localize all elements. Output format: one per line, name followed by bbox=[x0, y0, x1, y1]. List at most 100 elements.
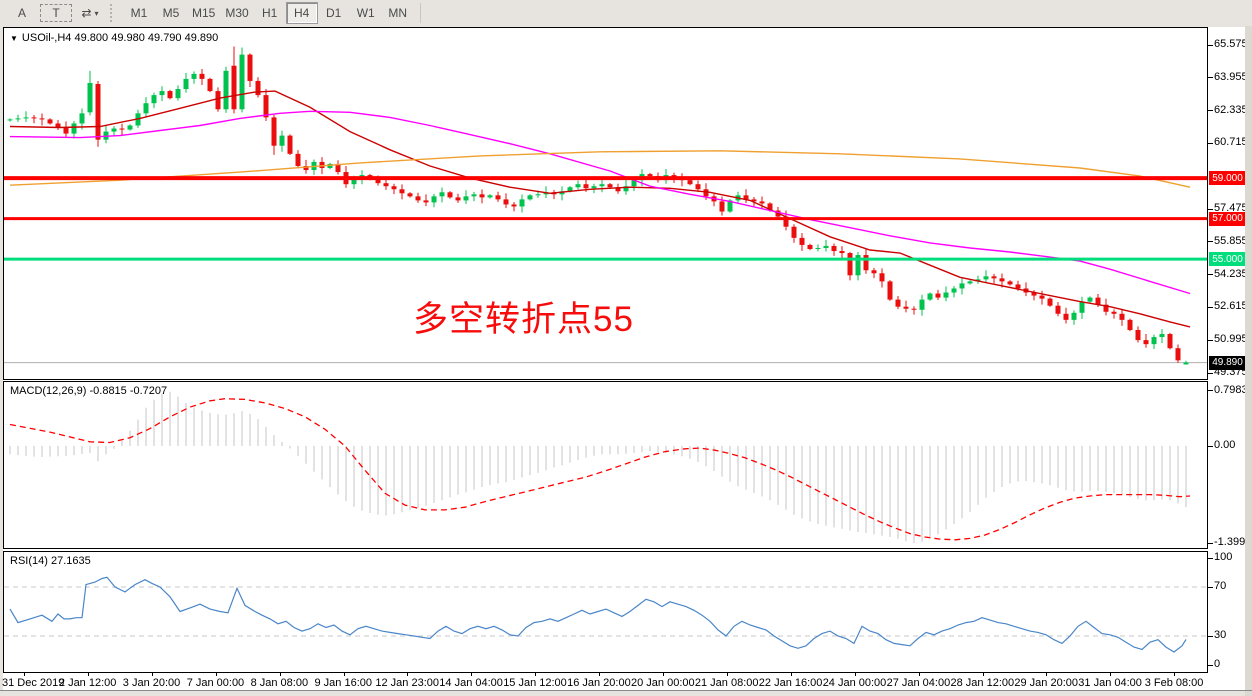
dropdown-caret-icon[interactable]: ▾ bbox=[94, 8, 99, 18]
price-tick-57.475: 57.475 bbox=[1214, 202, 1248, 214]
rsi-tick-0-tick bbox=[1208, 664, 1213, 666]
time-tick-15 bbox=[982, 673, 984, 676]
time-tick-12 bbox=[790, 673, 792, 676]
font-tool-button[interactable]: A bbox=[17, 6, 26, 20]
time-tick-8 bbox=[535, 673, 537, 676]
timeframe-m5-button[interactable]: M5 bbox=[162, 6, 180, 20]
price-tick-49.375-tick bbox=[1208, 372, 1213, 374]
timeframe-m15-button[interactable]: M15 bbox=[192, 6, 216, 20]
time-tick-5 bbox=[343, 673, 345, 676]
price-tick-60.715-tick bbox=[1208, 142, 1213, 144]
current-price-badge: 49.890 bbox=[1209, 355, 1246, 370]
time-tick-13 bbox=[854, 673, 856, 676]
time-label-10: 20 Jan 00:00 bbox=[631, 677, 695, 689]
price-tick-52.615: 52.615 bbox=[1214, 300, 1248, 313]
time-tick-1 bbox=[87, 673, 89, 676]
price-tick-55.855-tick bbox=[1208, 241, 1213, 243]
rsi-label: RSI(14) 27.1635 bbox=[10, 555, 91, 567]
time-tick-9 bbox=[599, 673, 601, 676]
time-tick-18 bbox=[1174, 673, 1176, 676]
level-badge-59.000: 59.000 bbox=[1209, 171, 1246, 186]
macd-tick-0.7983-tick bbox=[1208, 390, 1213, 392]
time-label-15: 28 Jan 12:00 bbox=[950, 677, 1015, 689]
rsi-tick-70: 70 bbox=[1214, 580, 1227, 593]
time-label-3: 7 Jan 00:00 bbox=[186, 677, 245, 689]
macd-tick-0.7983: 0.7983 bbox=[1214, 383, 1248, 396]
ohlc-values: 49.800 49.980 49.790 49.890 bbox=[74, 32, 219, 44]
chart-annotation-text[interactable]: 多空转折点55 bbox=[413, 300, 634, 339]
time-tick-6 bbox=[407, 673, 409, 676]
timeframe-m1-button[interactable]: M1 bbox=[130, 6, 148, 20]
time-tick-10 bbox=[663, 673, 664, 676]
price-chart-canvas[interactable] bbox=[3, 27, 1208, 380]
timeframe-buttons: M1 M5 M15 M30 H1 H4 D1 W1 MN bbox=[123, 2, 414, 24]
toolbar-tools: A T ⇄ ▾ bbox=[6, 2, 106, 24]
collapse-arrow-icon[interactable]: ▼ bbox=[10, 34, 18, 43]
time-label-1: 2 Jan 12:00 bbox=[58, 677, 117, 689]
price-tick-65.575: 65.575 bbox=[1214, 38, 1248, 50]
time-label-2: 3 Jan 20:00 bbox=[122, 677, 181, 689]
timeframe-h4-button[interactable]: H4 bbox=[285, 2, 318, 24]
macd-tick-0.00: 0.00 bbox=[1214, 439, 1236, 451]
level-badge-57.000: 57.000 bbox=[1209, 211, 1246, 226]
price-tick-52.615-tick bbox=[1208, 306, 1213, 308]
level-badge-55.000: 55.000 bbox=[1209, 252, 1246, 267]
timeframe-mn-button[interactable]: MN bbox=[388, 6, 408, 20]
time-label-14: 27 Jan 04:00 bbox=[886, 677, 951, 689]
time-tick-2 bbox=[151, 673, 153, 676]
toolbar-grip[interactable] bbox=[110, 4, 117, 22]
price-tick-55.855: 55.855 bbox=[1214, 234, 1248, 247]
time-label-7: 14 Jan 04:00 bbox=[439, 677, 503, 689]
time-label-13: 24 Jan 00:00 bbox=[822, 677, 887, 689]
time-label-9: 16 Jan 20:00 bbox=[567, 677, 631, 689]
rsi-tick-100: 100 bbox=[1214, 551, 1233, 563]
price-tick-60.715: 60.715 bbox=[1214, 136, 1248, 149]
rsi-tick-30-tick bbox=[1208, 635, 1213, 637]
time-label-4: 8 Jan 08:00 bbox=[250, 677, 309, 689]
macd-panel-canvas[interactable] bbox=[3, 381, 1208, 549]
price-tick-63.955-tick bbox=[1208, 77, 1213, 79]
toolbar-separator bbox=[419, 3, 421, 23]
macd-tick--1.3996: -1.3996 bbox=[1214, 536, 1252, 549]
time-label-12: 22 Jan 16:00 bbox=[758, 677, 823, 689]
time-tick-3 bbox=[215, 673, 217, 676]
timeframe-d1-button[interactable]: D1 bbox=[326, 6, 342, 20]
cursor-tool-button[interactable]: ⇄ ▾ bbox=[81, 6, 99, 20]
time-label-18: 3 Feb 08:00 bbox=[1144, 677, 1204, 689]
rsi-tick-0: 0 bbox=[1214, 658, 1221, 670]
time-label-0: 31 Dec 2019 bbox=[2, 677, 65, 689]
rsi-values: 27.1635 bbox=[50, 555, 91, 567]
time-label-5: 9 Jan 16:00 bbox=[314, 677, 373, 689]
rsi-panel-canvas[interactable] bbox=[3, 551, 1208, 673]
time-label-8: 15 Jan 12:00 bbox=[503, 677, 567, 689]
macd-label: MACD(12,26,9) -0.8815 -0.7207 bbox=[10, 385, 168, 397]
time-tick-7 bbox=[471, 673, 473, 676]
toolbar: A T ⇄ ▾ M1 M5 M15 M30 H1 H4 D1 W1 MN bbox=[0, 0, 1252, 26]
time-tick-11 bbox=[726, 673, 728, 676]
window-bottom-edge bbox=[0, 690, 1252, 691]
timeframe-w1-button[interactable]: W1 bbox=[356, 6, 375, 20]
macd-tick-0.00-tick bbox=[1208, 445, 1213, 447]
symbol-label: USOil-,H4 bbox=[21, 32, 72, 44]
price-tick-65.575-tick bbox=[1208, 44, 1213, 46]
time-label-6: 12 Jan 23:00 bbox=[375, 677, 440, 689]
timeframe-h1-button[interactable]: H1 bbox=[262, 6, 278, 20]
time-label-17: 31 Jan 04:00 bbox=[1078, 677, 1142, 689]
price-tick-50.995-tick bbox=[1208, 339, 1213, 341]
price-tick-62.335: 62.335 bbox=[1214, 103, 1248, 116]
timeframe-m30-button[interactable]: M30 bbox=[225, 6, 249, 20]
time-tick-0 bbox=[24, 673, 25, 676]
rsi-tick-30: 30 bbox=[1214, 629, 1227, 642]
price-tick-63.955: 63.955 bbox=[1214, 70, 1248, 83]
rsi-tick-100-tick bbox=[1208, 557, 1213, 559]
text-tool-button[interactable]: T bbox=[40, 4, 72, 22]
window-edge-strip bbox=[1245, 26, 1252, 696]
price-tick-57.475-tick bbox=[1208, 208, 1213, 210]
macd-values: -0.8815 -0.7207 bbox=[89, 385, 168, 397]
rsi-tick-70-tick bbox=[1208, 586, 1213, 588]
time-tick-16 bbox=[1046, 673, 1048, 676]
time-label-16: 29 Jan 20:00 bbox=[1014, 677, 1079, 689]
time-tick-4 bbox=[279, 673, 281, 676]
price-tick-54.235: 54.235 bbox=[1214, 267, 1248, 280]
